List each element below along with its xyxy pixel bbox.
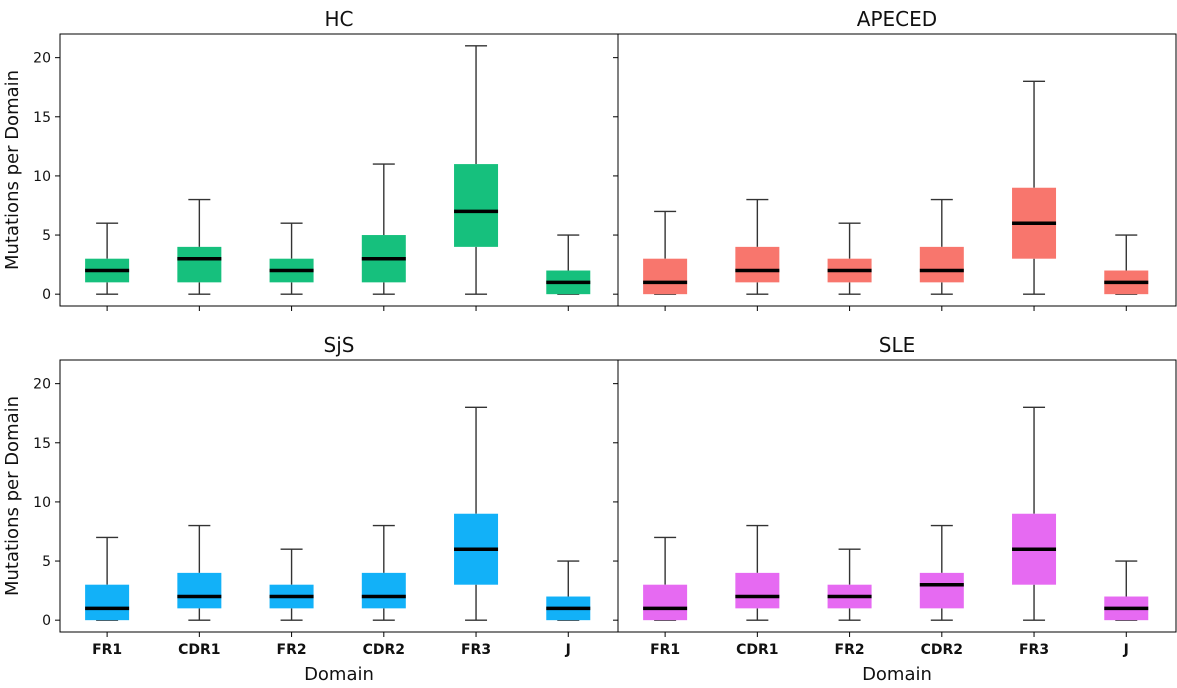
y-axis-label: Mutations per Domain [2,396,23,596]
x-tick-label-j: J [565,642,571,658]
box-fr1 [643,584,688,621]
plot-frame-sjs [59,359,619,633]
x-axis-label: Domain [304,664,374,684]
y-tick-label-15: 15 [33,436,51,452]
box-cdr2 [361,572,406,609]
x-tick-label-cdr1: CDR1 [736,642,778,658]
box-cdr1 [177,572,222,609]
y-tick-label-0: 0 [42,287,51,303]
panel-title-sle: SLE [879,333,915,357]
box-fr3 [454,164,499,247]
y-tick-label-5: 5 [42,228,51,244]
y-tick-label-20: 20 [33,377,51,393]
panel-title-sjs: SjS [324,333,355,357]
box-fr1 [643,258,688,295]
y-tick-label-15: 15 [33,110,51,126]
box-cdr1 [735,572,780,609]
panel-title-hc: HC [324,7,353,31]
x-tick-label-fr2: FR2 [835,642,865,658]
x-tick-label-fr2: FR2 [277,642,307,658]
x-tick-label-fr3: FR3 [461,642,491,658]
box-cdr2 [919,572,964,609]
x-tick-label-j: J [1123,642,1129,658]
x-tick-label-cdr2: CDR2 [363,642,405,658]
x-tick-label-cdr2: CDR2 [921,642,963,658]
x-tick-label-fr1: FR1 [650,642,680,658]
y-tick-label-10: 10 [33,169,51,185]
x-axis-label: Domain [862,664,932,684]
x-tick-label-cdr1: CDR1 [178,642,220,658]
y-tick-label-5: 5 [42,554,51,570]
box-cdr2 [919,246,964,283]
y-tick-label-10: 10 [33,495,51,511]
y-axis-label: Mutations per Domain [2,70,23,270]
box-cdr1 [735,246,780,283]
y-tick-label-20: 20 [33,51,51,67]
x-tick-label-fr1: FR1 [92,642,122,658]
x-tick-label-fr3: FR3 [1019,642,1049,658]
y-tick-label-0: 0 [42,613,51,629]
plot-frame-sle [617,359,1177,633]
box-cdr1 [177,246,222,283]
box-fr1 [85,584,130,621]
plot-frame-apeced [617,33,1177,307]
plot-frame-hc [59,33,619,307]
panel-title-apeced: APECED [857,7,937,31]
